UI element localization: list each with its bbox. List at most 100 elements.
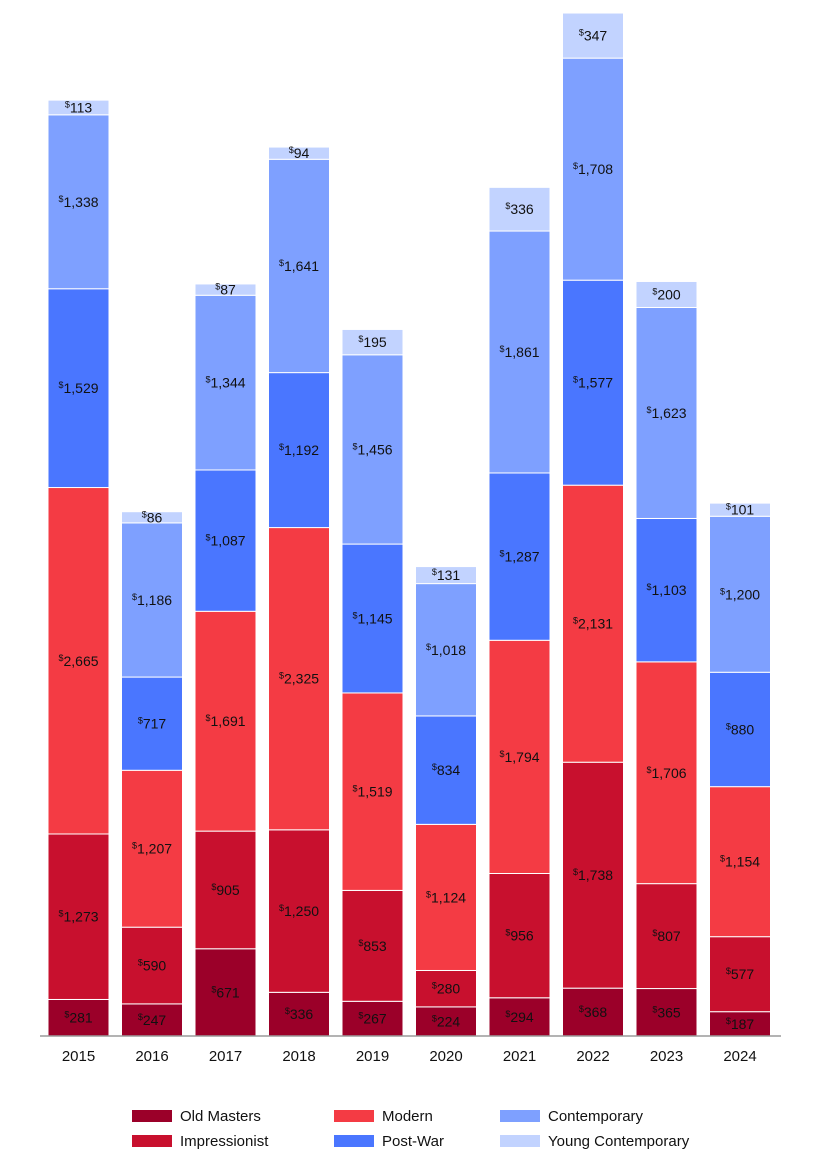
data-label-young-contemporary-2024: $101 [726, 502, 755, 518]
bar-segment-modern-2017 [194, 610, 257, 832]
bar-segment-modern-2019 [341, 692, 404, 891]
data-label-young-contemporary-2023: $200 [652, 286, 681, 302]
x-tick-label-2024: 2024 [723, 1048, 756, 1065]
bar-segment-young-contemporary-2018 [268, 146, 330, 160]
bar-segment-modern-2024 [709, 786, 771, 938]
data-label-old-masters-2021: $294 [505, 1009, 534, 1025]
x-tick-label-2023: 2023 [650, 1048, 683, 1065]
legend-swatch-contemporary [500, 1110, 540, 1122]
data-label-post-war-2022: $1,577 [573, 375, 613, 391]
data-label-old-masters-2015: $281 [64, 1010, 93, 1026]
bar-segment-young-contemporary-2022 [562, 12, 624, 59]
bar-segment-impressionist-2017 [194, 830, 257, 950]
data-label-post-war-2021: $1,287 [499, 549, 539, 565]
data-label-contemporary-2016: $1,186 [132, 592, 172, 608]
data-label-contemporary-2019: $1,456 [352, 441, 392, 457]
bar-segment-young-contemporary-2017 [194, 283, 257, 296]
x-tick-label-2018: 2018 [282, 1048, 315, 1065]
legend-label-contemporary: Contemporary [548, 1108, 644, 1125]
data-label-old-masters-2022: $368 [579, 1004, 608, 1020]
x-tick-label-2019: 2019 [356, 1048, 389, 1065]
bar-segment-old-masters-2023 [635, 988, 698, 1037]
data-label-contemporary-2024: $1,200 [720, 586, 760, 602]
legend-label-impressionist: Impressionist [180, 1133, 269, 1150]
bar-segment-post-war-2022 [562, 279, 624, 486]
data-label-impressionist-2018: $1,250 [279, 903, 319, 919]
bar-segment-contemporary-2020 [415, 583, 477, 717]
data-label-modern-2024: $1,154 [720, 854, 760, 870]
bar-segment-contemporary-2021 [488, 230, 551, 474]
data-label-modern-2022: $2,131 [573, 616, 613, 632]
data-label-impressionist-2020: $280 [432, 981, 461, 997]
x-tick-label-2017: 2017 [209, 1048, 242, 1065]
bar-segment-impressionist-2015 [47, 833, 110, 1000]
data-label-post-war-2018: $1,192 [279, 442, 319, 458]
data-label-modern-2015: $2,665 [58, 653, 98, 669]
data-label-young-contemporary-2016: $86 [142, 509, 163, 525]
bar-segment-young-contemporary-2015 [47, 99, 110, 116]
bar-segment-post-war-2023 [635, 517, 698, 663]
bar-segment-post-war-2015 [47, 288, 110, 489]
bar-segment-post-war-2017 [194, 469, 257, 612]
data-label-post-war-2023: $1,103 [646, 582, 686, 598]
bar-segment-old-masters-2018 [268, 991, 330, 1037]
legend-label-old-masters: Old Masters [180, 1108, 261, 1125]
data-label-modern-2020: $1,124 [426, 889, 466, 905]
bar-segment-modern-2021 [488, 639, 551, 875]
legend-label-young-contemporary: Young Contemporary [548, 1133, 690, 1150]
data-label-impressionist-2023: $807 [652, 928, 681, 944]
legend-label-modern: Modern [382, 1108, 433, 1125]
bar-segment-young-contemporary-2019 [341, 328, 404, 356]
bars-group: $281 $1,273 $2,665 $1,529 $1,338 $113 $247 $590… [47, 12, 771, 1037]
bar-segment-post-war-2018 [268, 372, 330, 529]
legend-label-post-war: Post-War [382, 1133, 444, 1150]
bar-segment-contemporary-2015 [47, 114, 110, 290]
data-label-old-masters-2016: $247 [138, 1012, 167, 1028]
data-label-young-contemporary-2015: $113 [65, 99, 93, 115]
data-label-modern-2017: $1,691 [205, 713, 245, 729]
data-label-modern-2018: $2,325 [279, 671, 319, 687]
bar-segment-post-war-2019 [341, 543, 404, 694]
bar-segment-old-masters-2022 [562, 987, 624, 1037]
bar-segment-impressionist-2019 [341, 889, 404, 1002]
data-label-modern-2019: $1,519 [352, 784, 392, 800]
data-label-contemporary-2015: $1,338 [58, 194, 98, 210]
bar-segment-contemporary-2024 [709, 515, 771, 673]
data-label-impressionist-2016: $590 [138, 958, 167, 974]
bar-segment-young-contemporary-2016 [121, 511, 183, 524]
bar-segment-impressionist-2023 [635, 883, 698, 990]
data-label-old-masters-2019: $267 [358, 1011, 387, 1027]
legend-swatch-modern [334, 1110, 374, 1122]
x-tick-label-2022: 2022 [576, 1048, 609, 1065]
bar-segment-contemporary-2022 [562, 57, 624, 281]
bar-segment-modern-2020 [415, 823, 477, 971]
x-tick-label-2016: 2016 [135, 1048, 168, 1065]
legend-swatch-impressionist [132, 1135, 172, 1147]
data-label-contemporary-2018: $1,641 [279, 258, 319, 274]
bar-segment-post-war-2016 [121, 676, 183, 771]
data-label-impressionist-2017: $905 [211, 882, 240, 898]
data-label-modern-2016: $1,207 [132, 841, 172, 857]
data-label-impressionist-2021: $956 [505, 928, 534, 944]
bar-segment-young-contemporary-2020 [415, 566, 477, 585]
data-label-young-contemporary-2020: $131 [432, 567, 461, 583]
data-label-old-masters-2017: $671 [211, 984, 240, 1000]
data-label-young-contemporary-2019: $195 [358, 334, 387, 350]
x-tick-label-2015: 2015 [62, 1048, 95, 1065]
x-axis-tick-labels: 2015 2016 2017 2018 2019 2020 2021 2022 2023 2024 [62, 1048, 757, 1065]
data-label-post-war-2015: $1,529 [58, 380, 98, 396]
data-label-contemporary-2017: $1,344 [205, 375, 245, 391]
bar-segment-old-masters-2015 [47, 998, 110, 1037]
bar-segment-young-contemporary-2024 [709, 502, 771, 517]
data-label-post-war-2019: $1,145 [352, 611, 392, 627]
data-label-post-war-2016: $717 [138, 716, 167, 732]
legend: Old Masters Impressionist Modern Post-War Co… [132, 1108, 690, 1150]
data-label-impressionist-2022: $1,738 [573, 867, 613, 883]
bar-segment-impressionist-2022 [562, 761, 624, 989]
data-label-old-masters-2024: $187 [726, 1016, 755, 1032]
data-label-young-contemporary-2018: $94 [289, 145, 310, 161]
data-label-contemporary-2021: $1,861 [499, 344, 539, 360]
bar-segment-old-masters-2017 [194, 948, 257, 1037]
bar-segment-modern-2018 [268, 527, 330, 831]
